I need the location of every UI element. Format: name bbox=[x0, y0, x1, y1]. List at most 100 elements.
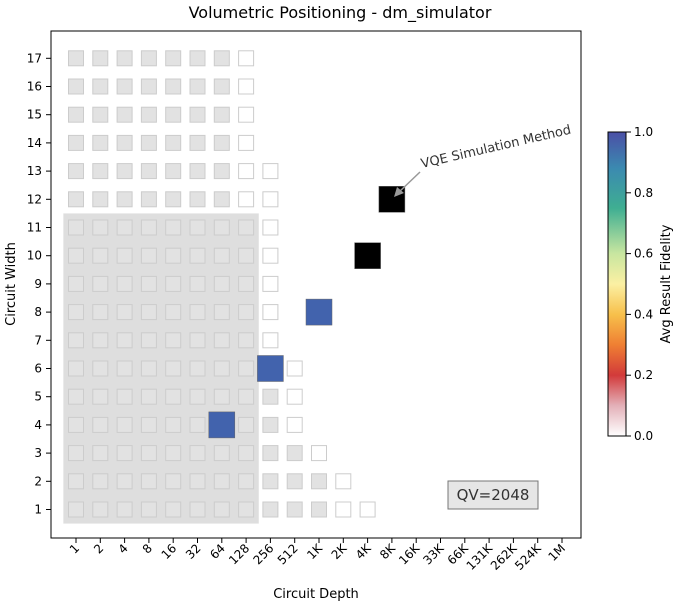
grid-cell bbox=[213, 191, 230, 208]
grid-cell bbox=[116, 304, 133, 321]
y-tick-label: 7 bbox=[34, 333, 42, 347]
grid-cell bbox=[213, 50, 230, 67]
grid-cell bbox=[140, 416, 157, 433]
grid-cell bbox=[165, 416, 182, 433]
grid-cell bbox=[140, 219, 157, 236]
x-tick-label: 512 bbox=[275, 541, 301, 567]
y-tick-label: 4 bbox=[34, 418, 42, 432]
grid-cell bbox=[140, 106, 157, 123]
x-tick-label: 16K bbox=[396, 540, 423, 567]
grid-cell bbox=[189, 473, 206, 490]
grid-cell bbox=[116, 163, 133, 180]
grid-cell bbox=[165, 78, 182, 95]
x-tick-label: 33K bbox=[420, 540, 447, 567]
grid-cell bbox=[238, 473, 255, 490]
grid-cell bbox=[213, 445, 230, 462]
x-tick-label: 64 bbox=[207, 541, 228, 562]
grid-cell bbox=[165, 501, 182, 518]
grid-cell bbox=[165, 163, 182, 180]
y-tick-label: 6 bbox=[34, 362, 42, 376]
colorbar-tick-label: 0.0 bbox=[634, 429, 653, 443]
grid-cell bbox=[238, 134, 255, 151]
grid-cell bbox=[140, 473, 157, 490]
grid-cell bbox=[92, 106, 109, 123]
y-tick-label: 12 bbox=[27, 192, 42, 206]
grid-cell bbox=[92, 388, 109, 405]
y-tick-label: 8 bbox=[34, 305, 42, 319]
grid-cell bbox=[140, 445, 157, 462]
grid-cell bbox=[92, 219, 109, 236]
grid-cell bbox=[213, 304, 230, 321]
grid-cell bbox=[262, 473, 279, 490]
grid-cell bbox=[165, 50, 182, 67]
grid-cell bbox=[262, 332, 279, 349]
grid-cell bbox=[262, 416, 279, 433]
grid-cell bbox=[68, 332, 84, 349]
grid-cell bbox=[238, 106, 255, 123]
grid-cell bbox=[68, 388, 84, 405]
grid-cell bbox=[311, 473, 327, 490]
grid-cell bbox=[262, 304, 279, 321]
grid-cell bbox=[189, 360, 206, 377]
grid-cell bbox=[92, 191, 109, 208]
grid-cell bbox=[116, 416, 133, 433]
grid-cell bbox=[140, 78, 157, 95]
grid-cell bbox=[238, 332, 255, 349]
x-tick-label: 8 bbox=[140, 541, 155, 556]
grid-cell bbox=[92, 332, 109, 349]
grid-cell bbox=[92, 275, 109, 292]
grid-cell bbox=[189, 416, 206, 433]
grid-cell bbox=[140, 501, 157, 518]
grid-cell bbox=[189, 191, 206, 208]
grid-cell bbox=[311, 445, 327, 462]
grid-cell bbox=[165, 275, 182, 292]
grid-cell bbox=[92, 247, 109, 264]
grid-cell bbox=[189, 134, 206, 151]
grid-cell bbox=[116, 134, 133, 151]
grid-cell bbox=[140, 247, 157, 264]
grid-cell bbox=[140, 304, 157, 321]
grid-cell bbox=[238, 360, 255, 377]
qv-label: QV=2048 bbox=[457, 486, 530, 504]
grid-cell bbox=[68, 304, 84, 321]
grid-cell bbox=[213, 219, 230, 236]
x-tick-label: 128 bbox=[226, 541, 252, 567]
grid-cell bbox=[116, 445, 133, 462]
grid-cell bbox=[286, 501, 303, 518]
grid-cell bbox=[140, 134, 157, 151]
x-tick-label: 131K bbox=[464, 540, 496, 572]
y-tick-label: 14 bbox=[27, 136, 42, 150]
grid-cell bbox=[238, 78, 255, 95]
colorbar-label: Avg Result Fidelity bbox=[659, 224, 674, 343]
grid-cell bbox=[165, 388, 182, 405]
grid-cell bbox=[140, 50, 157, 67]
data-point bbox=[257, 355, 284, 382]
grid-cell bbox=[359, 501, 376, 518]
chart-title: Volumetric Positioning - dm_simulator bbox=[189, 3, 492, 23]
grid-cell bbox=[238, 304, 255, 321]
grid-cell bbox=[213, 275, 230, 292]
grid-cell bbox=[68, 473, 84, 490]
grid-cell bbox=[116, 388, 133, 405]
x-tick-label: 262K bbox=[488, 540, 520, 572]
grid-cell bbox=[189, 78, 206, 95]
grid-cell bbox=[286, 445, 303, 462]
grid-cell bbox=[92, 473, 109, 490]
grid-cell bbox=[140, 388, 157, 405]
grid-cell bbox=[116, 360, 133, 377]
x-tick-label: 4 bbox=[115, 541, 130, 556]
y-tick-label: 16 bbox=[27, 80, 42, 94]
grid-cell bbox=[213, 332, 230, 349]
x-tick-label: 2K bbox=[329, 540, 351, 562]
grid-cell bbox=[262, 191, 279, 208]
grid-cell bbox=[189, 275, 206, 292]
grid-cell bbox=[335, 473, 352, 490]
grid-cell bbox=[238, 219, 255, 236]
grid-cell bbox=[116, 78, 133, 95]
grid-cell bbox=[165, 332, 182, 349]
grid-cell bbox=[116, 247, 133, 264]
colorbar-tick-label: 1.0 bbox=[634, 125, 653, 139]
y-tick-label: 13 bbox=[27, 164, 42, 178]
grid-cell bbox=[189, 219, 206, 236]
grid-cell bbox=[68, 445, 84, 462]
